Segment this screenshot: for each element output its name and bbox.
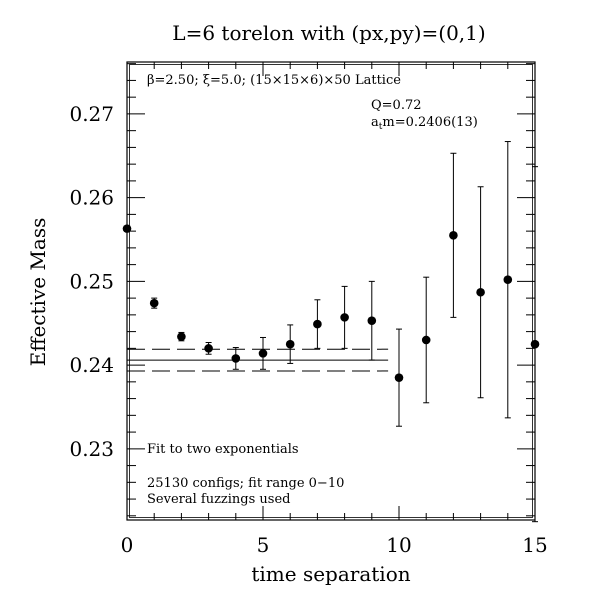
chart-title: L=6 torelon with (px,py)=(0,1) (172, 21, 485, 45)
data-point (530, 339, 540, 349)
fit-annotation: Fit to two exponentials (147, 442, 299, 457)
data-point (476, 287, 485, 297)
mass-annotation: atm=0.2406(13) (371, 115, 478, 132)
y-tick-label: 0.25 (69, 269, 114, 293)
y-tick-label: 0.24 (69, 353, 114, 377)
configs-annotation: 25130 configs; fit range 0−10 (147, 476, 344, 491)
data-point (421, 335, 431, 345)
x-tick-label: 10 (386, 533, 411, 557)
fit-lines (127, 348, 389, 372)
data-point (149, 298, 159, 308)
x-axis-label: time separation (251, 562, 410, 586)
data-point (231, 354, 241, 363)
q-annotation: Q=0.72 (371, 98, 422, 113)
data-point (122, 224, 132, 233)
data-point (313, 319, 322, 329)
axis-ticks (126, 62, 536, 520)
plot-frame-inner (129, 64, 533, 518)
data-point (394, 373, 404, 382)
data-point (285, 339, 295, 349)
x-tick-label: 15 (522, 533, 547, 557)
data-point (340, 313, 349, 322)
data-point (503, 275, 513, 284)
lattice-annotation: β=2.50; ξ=5.0; (15×15×6)×50 Lattice (147, 73, 401, 88)
y-axis-label: Effective Mass (26, 218, 50, 367)
x-tick-label: 5 (257, 533, 270, 557)
fuzz-annotation: Several fuzzings used (147, 492, 291, 507)
y-tick-label: 0.27 (69, 102, 114, 126)
data-point (204, 344, 213, 353)
data-point (258, 349, 268, 358)
y-tick-labels: 0.23 0.24 0.25 0.26 0.27 (69, 102, 114, 461)
data-points (122, 141, 540, 523)
x-tick-label: 0 (121, 533, 134, 557)
y-tick-label: 0.26 (69, 186, 114, 210)
data-point (367, 316, 377, 326)
x-tick-labels: 0 5 10 15 (121, 533, 548, 557)
data-point (449, 231, 458, 240)
y-tick-label: 0.23 (69, 437, 114, 461)
data-point (177, 332, 186, 341)
